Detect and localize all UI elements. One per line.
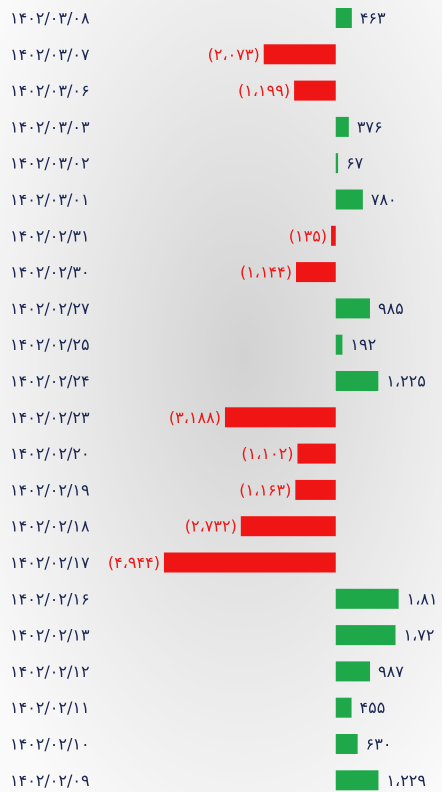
date-label: ۱۴۰۲/۰۲/۲۳ — [10, 408, 90, 427]
bar — [335, 697, 352, 718]
date-label: ۱۴۰۲/۰۲/۱۹ — [10, 480, 90, 499]
value-label: ۴۶۳ — [360, 9, 386, 28]
date-label: ۱۴۰۲/۰۳/۰۱ — [10, 190, 90, 209]
bar — [335, 298, 370, 319]
value-label: ۹۸۵ — [378, 299, 404, 318]
bar — [335, 625, 396, 646]
bar — [331, 225, 336, 246]
date-label: ۱۴۰۲/۰۲/۳۰ — [10, 263, 90, 282]
value-label: (۲،۷۳۲) — [185, 517, 237, 536]
date-label: ۱۴۰۲/۰۲/۲۵ — [10, 335, 90, 354]
bar — [335, 153, 339, 174]
date-label: ۱۴۰۲/۰۳/۰۲ — [10, 154, 90, 173]
bar — [335, 116, 349, 137]
bar — [224, 407, 336, 428]
date-label: ۱۴۰۲/۰۲/۱۸ — [10, 517, 90, 536]
value-label: ۹۸۷ — [378, 662, 404, 681]
bar — [335, 8, 352, 28]
date-label: ۱۴۰۲/۰۲/۳۱ — [10, 226, 90, 245]
date-label: ۱۴۰۲/۰۳/۰۸ — [10, 9, 90, 28]
value-label: ۱،۲۲۹ — [386, 771, 426, 790]
bar — [335, 189, 363, 210]
value-label: ۱،۷۲ — [404, 626, 435, 645]
bar — [335, 661, 371, 682]
bar — [295, 262, 336, 283]
bar — [263, 44, 336, 65]
value-label: ۱۹۲ — [350, 335, 376, 354]
bar — [335, 371, 379, 391]
date-label: ۱۴۰۲/۰۳/۰۶ — [10, 81, 90, 100]
bar — [297, 443, 336, 464]
bar — [294, 80, 336, 101]
bar — [335, 770, 379, 791]
value-label: ۴۵۵ — [360, 698, 386, 717]
value-label: ۱،۸۱ — [407, 589, 438, 608]
date-label: ۱۴۰۲/۰۲/۲۰ — [10, 444, 90, 463]
value-label: ۶۷ — [346, 154, 364, 173]
value-label: ۳۷۶ — [357, 117, 383, 136]
bar — [335, 734, 358, 754]
bar — [240, 516, 336, 537]
value-label: (۱،۱۶۳) — [239, 480, 291, 499]
date-label: ۱۴۰۲/۰۲/۱۳ — [10, 626, 90, 645]
value-label: (۱۳۵) — [289, 226, 327, 245]
value-label: ۶۳۰ — [366, 735, 392, 754]
date-label: ۱۴۰۲/۰۲/۱۶ — [10, 589, 90, 608]
value-label: (۳،۱۸۸) — [169, 408, 221, 427]
value-label: (۱،۱۹۹) — [238, 81, 290, 100]
date-label: ۱۴۰۲/۰۲/۱۷ — [10, 553, 90, 572]
date-label: ۱۴۰۲/۰۲/۲۷ — [10, 299, 90, 318]
date-label: ۱۴۰۲/۰۲/۱۱ — [10, 698, 90, 717]
bar — [295, 479, 336, 500]
date-label: ۱۴۰۲/۰۳/۰۷ — [10, 45, 90, 64]
value-label: (۴،۹۴۴) — [108, 553, 160, 572]
date-label: ۱۴۰۲/۰۲/۰۹ — [10, 771, 90, 790]
date-label: ۱۴۰۲/۰۲/۱۰ — [10, 735, 90, 754]
value-label: (۱،۱۰۲) — [241, 444, 293, 463]
value-label: (۱،۱۴۴) — [240, 263, 292, 282]
value-label: ۷۸۰ — [371, 190, 397, 209]
value-label: (۲،۰۷۳) — [208, 45, 260, 64]
bar — [163, 552, 336, 573]
date-label: ۱۴۰۲/۰۲/۱۲ — [10, 662, 90, 681]
bar — [335, 588, 399, 609]
date-label: ۱۴۰۲/۰۳/۰۳ — [10, 117, 90, 136]
date-label: ۱۴۰۲/۰۲/۲۴ — [10, 372, 90, 391]
bar — [335, 334, 343, 355]
value-label: ۱،۲۲۵ — [386, 372, 426, 391]
